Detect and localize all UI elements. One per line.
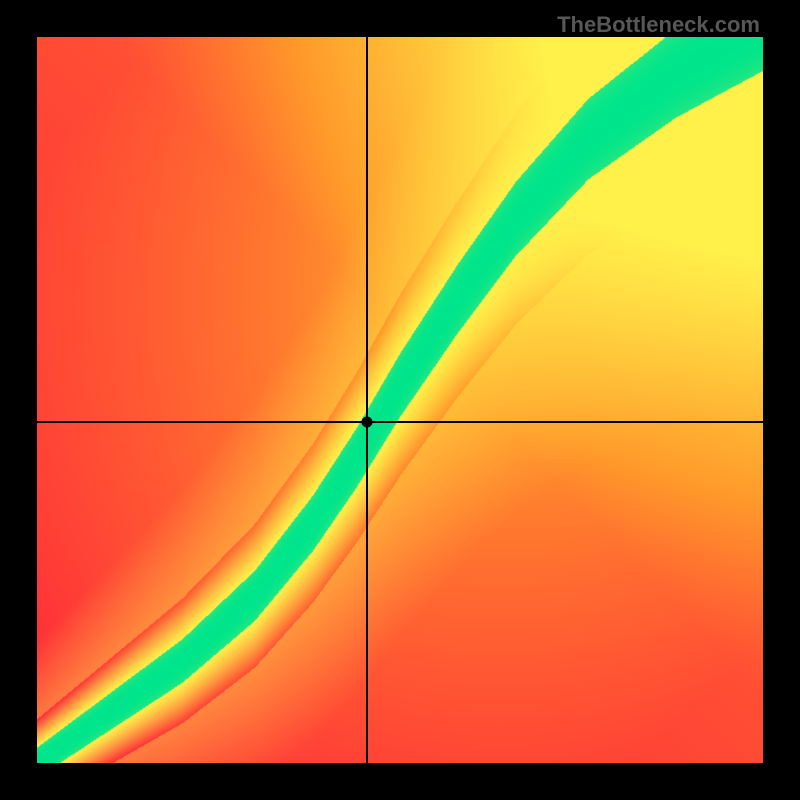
chart-frame: TheBottleneck.com: [0, 0, 800, 800]
crosshair-horizontal: [37, 421, 763, 423]
crosshair-marker-icon: [361, 416, 373, 428]
plot-area: [37, 37, 763, 763]
crosshair-vertical: [366, 37, 368, 763]
heatmap-canvas: [37, 37, 763, 763]
watermark-text: TheBottleneck.com: [557, 12, 760, 38]
